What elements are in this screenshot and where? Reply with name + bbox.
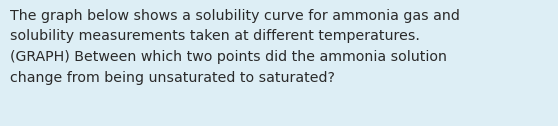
Text: The graph below shows a solubility curve for ammonia gas and
solubility measurem: The graph below shows a solubility curve… xyxy=(10,9,460,85)
